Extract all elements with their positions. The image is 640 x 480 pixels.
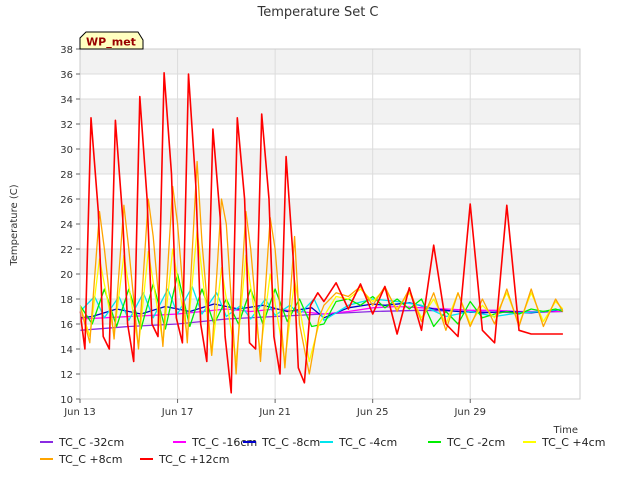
y-axis-label: Temperature (C) <box>9 184 20 266</box>
series-line-tc-c-2cm <box>79 273 564 330</box>
legend-swatch <box>40 458 53 460</box>
legend-label: TC_C -16cm <box>192 436 258 449</box>
axis-ticks: 10 12 14 16 18 20 22 24 26 28 30 32 34 36 38 Jun 13 Jun … <box>60 45 486 418</box>
y-tick-label: 38 <box>60 45 73 56</box>
x-tick-label: Jun 25 <box>356 407 389 418</box>
plot-band <box>80 99 580 124</box>
legend-swatch <box>173 441 186 443</box>
y-tick-label: 28 <box>60 170 73 181</box>
legend-row-2: TC_C +8cm TC_C +12cm <box>40 453 640 470</box>
legend-item-tc-c-neg8: TC_C -8cm <box>243 436 320 449</box>
x-tick-label: Jun 21 <box>258 407 291 418</box>
y-tick-label: 12 <box>60 370 73 381</box>
legend-swatch <box>243 441 256 443</box>
legend-label: TC_C -4cm <box>339 436 398 449</box>
x-axis-label: Time <box>553 425 578 436</box>
legend-swatch <box>523 441 536 443</box>
plot-band <box>80 199 580 224</box>
legend-item-tc-c-neg16: TC_C -16cm <box>173 436 257 449</box>
legend-label: TC_C -2cm <box>447 436 506 449</box>
legend-swatch <box>40 441 53 443</box>
legend-item-tc-c-pos4: TC_C +4cm <box>523 436 605 449</box>
legend: TC_C -32cm TC_C -16cm TC_C -8cm TC_C -4c… <box>40 436 640 470</box>
legend-label: TC_C +12cm <box>159 453 230 466</box>
y-tick-label: 18 <box>60 295 73 306</box>
y-tick-label: 22 <box>60 245 73 256</box>
legend-row-1: TC_C -32cm TC_C -16cm TC_C -8cm TC_C -4c… <box>40 436 640 453</box>
y-tick-label: 30 <box>60 145 73 156</box>
plot-bands <box>80 49 580 374</box>
legend-item-tc-c-neg32: TC_C -32cm <box>40 436 124 449</box>
legend-label: TC_C +8cm <box>59 453 123 466</box>
x-tick-label: Jun 13 <box>63 407 96 418</box>
y-tick-label: 34 <box>60 95 73 106</box>
plot-band <box>80 149 580 174</box>
y-tick-label: 26 <box>60 195 73 206</box>
legend-swatch <box>320 441 333 443</box>
series-line-tc-c-pos12cm <box>79 72 563 394</box>
y-tick-label: 10 <box>60 395 73 406</box>
y-tick-label: 24 <box>60 220 73 231</box>
plot-band <box>80 249 580 274</box>
y-tick-label: 32 <box>60 120 73 131</box>
legend-swatch <box>140 458 153 460</box>
legend-item-tc-c-pos12: TC_C +12cm <box>140 453 229 466</box>
x-tick-label: Jun 29 <box>453 407 486 418</box>
plot-series <box>79 72 564 394</box>
series-line-tc-c-pos8cm <box>79 160 564 375</box>
chart-title: Temperature Set C <box>256 5 378 20</box>
y-tick-label: 20 <box>60 270 73 281</box>
x-tick-label: Jun 17 <box>161 407 194 418</box>
legend-label: TC_C +4cm <box>542 436 606 449</box>
legend-swatch <box>428 441 441 443</box>
y-tick-label: 14 <box>60 345 73 356</box>
plot-band <box>80 49 580 74</box>
site-badge-label: WP_met <box>86 36 136 49</box>
site-badge: WP_met <box>79 31 144 50</box>
y-tick-label: 16 <box>60 320 73 331</box>
y-tick-label: 36 <box>60 70 73 81</box>
legend-item-tc-c-pos8: TC_C +8cm <box>40 453 122 466</box>
site-badge-box <box>79 31 144 50</box>
plot-band <box>80 349 580 374</box>
legend-item-tc-c-neg2: TC_C -2cm <box>428 436 505 449</box>
legend-item-tc-c-neg4: TC_C -4cm <box>320 436 397 449</box>
legend-label: TC_C -32cm <box>59 436 125 449</box>
legend-label: TC_C -8cm <box>262 436 321 449</box>
